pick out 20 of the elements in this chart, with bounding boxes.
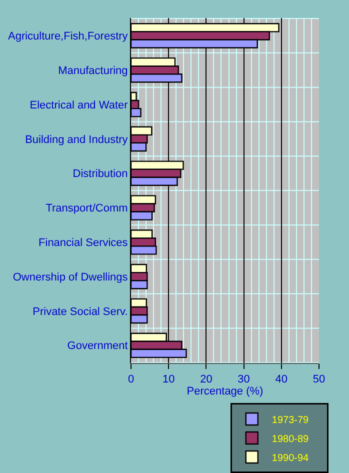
y-tick-label: Electrical and Water (30, 99, 128, 112)
y-tick-label: Manufacturing (58, 64, 128, 77)
x-tick-label: 10 (162, 373, 175, 386)
x-tick-label: 30 (238, 373, 250, 386)
x-tick-label: 20 (200, 373, 212, 386)
y-tick-label: Ownership of Dwellings (12, 271, 128, 284)
y-tick-label: Distribution (72, 168, 128, 180)
x-tick-label: 50 (312, 373, 326, 386)
y-tick-label: Government (67, 340, 128, 352)
y-tick-label: Agriculture,Fish,Forestry (8, 30, 128, 43)
y-tick-label: Building and Industry (25, 134, 128, 146)
legend-label: 1973-79 (272, 414, 310, 426)
x-axis-title: Percentage (%) (186, 386, 264, 398)
x-tick-label: 0 (128, 373, 134, 386)
x-tick-label: 40 (275, 373, 288, 386)
legend-label: 1980-89 (272, 434, 310, 445)
y-tick-label: Financial Services (38, 237, 128, 250)
y-tick-label: Private Social Serv. (32, 306, 128, 318)
legend-label: 1990-94 (272, 452, 310, 464)
y-tick-label: Transport/Comm (46, 202, 128, 215)
